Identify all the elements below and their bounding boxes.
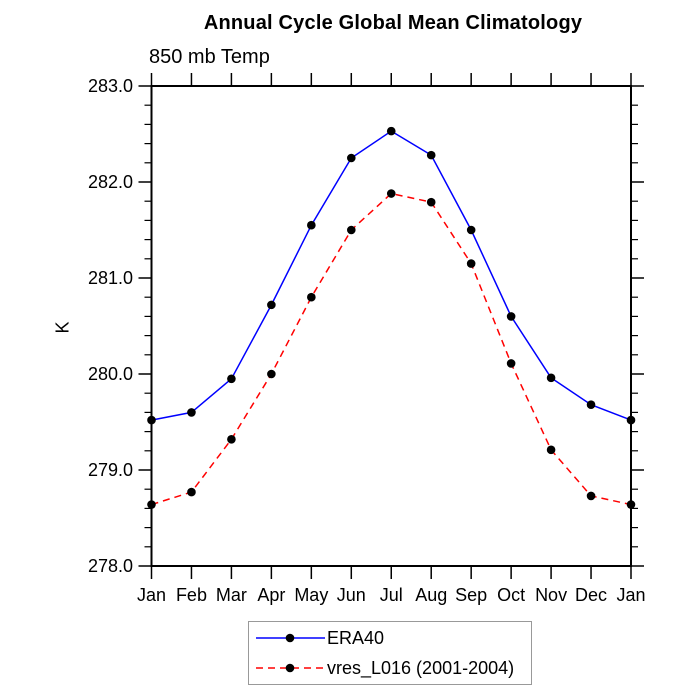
era40-data-point-marker [346, 153, 356, 163]
vres-l016-2001-2004-data-point-marker [626, 500, 636, 509]
era40-data-point-marker [147, 415, 156, 425]
vres-l016-2001-2004-data-point-marker [506, 359, 516, 368]
x-tick-label: Apr [257, 585, 285, 605]
vres-l016-2001-2004-data-point-marker [267, 369, 276, 379]
legend-label-vres-l016: vres_L016 (2001-2004) [327, 658, 515, 678]
x-tick-label: Mar [216, 585, 247, 605]
vres-l016-2001-2004-data-point-marker [346, 225, 356, 235]
vres-l016-2001-2004-data-point-marker [586, 491, 596, 501]
x-tick-label: Dec [575, 585, 607, 605]
vres-l016-2001-2004-data-point-marker [426, 197, 436, 207]
era40-data-point-marker [227, 374, 236, 384]
vres-l016-2001-2004-data-point-marker [147, 500, 156, 509]
chart-subtitle: 850 mb Temp [149, 46, 270, 68]
vres-l016-2001-2004-data-point-marker [187, 487, 196, 497]
vres-l016-2001-2004-data-point-marker [546, 445, 556, 455]
era40-line [151, 130, 632, 421]
x-tick-label: Feb [176, 585, 207, 605]
vres-l016-2001-2004-data-point-marker [307, 292, 316, 302]
x-tick-label: Oct [497, 585, 525, 605]
era40-data-point-marker [546, 373, 556, 383]
legend-item-vres-l016: vres_L016 (2001-2004) [249, 654, 531, 682]
legend-label-era40: ERA40 [327, 628, 385, 648]
era40-data-point-marker [307, 220, 316, 230]
y-tick-label: 281.0 [88, 268, 133, 288]
vres-l016-2001-2004-legend-marker [285, 663, 295, 673]
y-tick-label: 282.0 [88, 172, 133, 192]
x-tick-label: Jun [337, 585, 366, 605]
vres-l016-2001-2004-data-point-marker [386, 189, 396, 198]
vres-l016-2001-2004-data-point-marker [466, 259, 476, 268]
legend: ERA40 vres_L016 (2001-2004) [248, 621, 532, 685]
vres-l016-2001-2004-line [151, 192, 632, 506]
era40-data-point-marker [187, 408, 196, 417]
era40-data-point-marker [267, 300, 276, 310]
era40-data-point-marker [506, 312, 516, 321]
x-tick-label: Nov [535, 585, 567, 605]
era40-line-swatch [256, 633, 325, 643]
vres-l016-line-swatch [256, 663, 325, 673]
era40-data-point-marker [586, 400, 596, 410]
y-tick-label: 280.0 [88, 364, 133, 384]
x-tick-label: Sep [455, 585, 487, 605]
y-tick-label: 279.0 [88, 460, 133, 480]
y-tick-label: 283.0 [88, 76, 133, 96]
chart-title: Annual Cycle Global Mean Climatology [203, 12, 583, 34]
plot-frame [150, 85, 632, 567]
x-tick-label: Jan [616, 585, 645, 605]
era40-data-point-marker [626, 415, 636, 425]
era40-data-point-marker [426, 150, 436, 160]
x-tick-label: Jan [137, 585, 166, 605]
x-tick-label: Aug [415, 585, 447, 605]
era40-legend-marker [285, 633, 295, 643]
legend-item-era40: ERA40 [249, 624, 531, 652]
vres-l016-2001-2004-data-point-marker [227, 434, 236, 444]
era40-data-point-marker [466, 225, 476, 235]
x-tick-label: Jul [380, 585, 403, 605]
y-tick-label: 278.0 [88, 556, 133, 576]
era40-data-point-marker [386, 126, 396, 136]
x-tick-label: May [294, 585, 328, 605]
